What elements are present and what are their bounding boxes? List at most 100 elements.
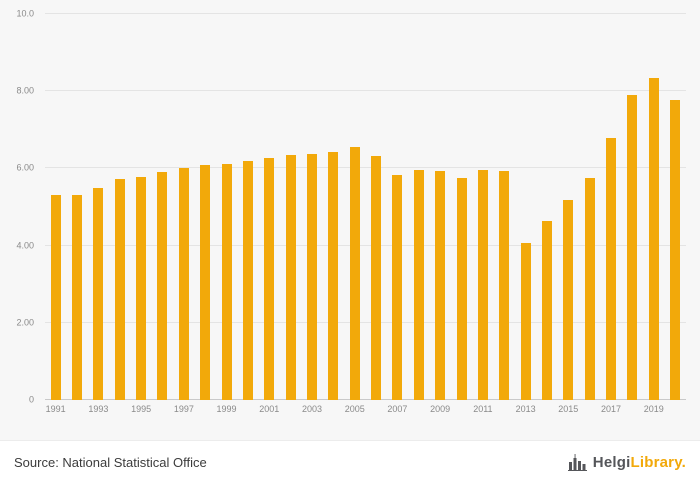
bar-2006[interactable] xyxy=(371,156,382,400)
bar-slot xyxy=(622,14,643,400)
x-tick-label xyxy=(109,404,130,414)
bar-slot xyxy=(451,14,472,400)
bar-2004[interactable] xyxy=(328,151,339,400)
bar-slot xyxy=(88,14,109,400)
bar-2010[interactable] xyxy=(456,178,467,400)
y-tick-label: 10.0 xyxy=(16,8,34,19)
bar-2013[interactable] xyxy=(520,242,531,400)
x-tick-label xyxy=(323,404,344,414)
bar-1996[interactable] xyxy=(157,172,168,400)
bar-slot xyxy=(323,14,344,400)
bar-1992[interactable] xyxy=(72,195,83,400)
y-tick-label: 4.00 xyxy=(16,240,34,251)
gridline-6 xyxy=(45,167,686,169)
gridline-0 xyxy=(45,399,686,400)
source-note: Source: National Statistical Office xyxy=(14,454,207,470)
x-tick-label: 2011 xyxy=(473,404,493,414)
x-tick-label xyxy=(152,404,173,414)
bar-1994[interactable] xyxy=(114,178,125,400)
bar-2011[interactable] xyxy=(477,169,488,400)
bar-2008[interactable] xyxy=(413,169,424,400)
y-axis-labels: 0 2.00 4.00 6.00 8.00 10.0 xyxy=(0,9,40,404)
bar-2018[interactable] xyxy=(627,95,638,400)
x-tick-label xyxy=(237,404,258,414)
bar-2001[interactable] xyxy=(264,157,275,400)
bar-slot xyxy=(109,14,130,400)
x-tick-label: 1997 xyxy=(173,404,194,414)
bar-slot xyxy=(600,14,621,400)
x-tick-label: 2001 xyxy=(259,404,280,414)
bar-slot xyxy=(195,14,216,400)
x-tick-label: 2009 xyxy=(430,404,451,414)
bar-2003[interactable] xyxy=(306,153,317,400)
x-tick-label: 2017 xyxy=(601,404,622,414)
footer: Source: National Statistical Office Helg… xyxy=(0,440,700,483)
x-tick-label xyxy=(195,404,216,414)
helgi-library-logo[interactable]: HelgiLibrary. xyxy=(567,453,686,471)
bar-slot xyxy=(365,14,386,400)
bar-slot xyxy=(216,14,237,400)
x-tick-label: 2007 xyxy=(387,404,408,414)
bar-2017[interactable] xyxy=(606,137,617,400)
bar-1995[interactable] xyxy=(136,177,147,400)
bar-2005[interactable] xyxy=(349,147,360,400)
bar-slot xyxy=(558,14,579,400)
bar-slot xyxy=(472,14,493,400)
x-tick-label xyxy=(280,404,301,414)
x-axis-labels: 1991 1993 1995 1997 1999 2001 2003 2005 2007 2009… xyxy=(45,404,686,414)
x-tick-label: 1993 xyxy=(88,404,109,414)
bar-slot xyxy=(664,14,685,400)
bar-slot xyxy=(301,14,322,400)
x-tick-label xyxy=(66,404,87,414)
bar-slot xyxy=(536,14,557,400)
bar-2016[interactable] xyxy=(584,178,595,400)
bar-1998[interactable] xyxy=(200,165,211,400)
bar-slot xyxy=(45,14,66,400)
bar-2002[interactable] xyxy=(285,154,296,400)
y-tick-label: 8.00 xyxy=(16,85,34,96)
bar-1997[interactable] xyxy=(178,168,189,400)
logo-text: HelgiLibrary. xyxy=(593,454,686,471)
bar-2019[interactable] xyxy=(648,77,659,400)
bar-slot xyxy=(152,14,173,400)
y-tick-label: 6.00 xyxy=(16,162,34,173)
bar-slot xyxy=(173,14,194,400)
x-tick-label: 2013 xyxy=(515,404,536,414)
x-tick-label: 2019 xyxy=(643,404,664,414)
x-tick-label xyxy=(451,404,472,414)
x-tick-label xyxy=(365,404,386,414)
bar-2014[interactable] xyxy=(541,220,552,400)
x-tick-label: 2015 xyxy=(558,404,579,414)
bar-slot xyxy=(130,14,151,400)
bar-2020[interactable] xyxy=(670,99,681,400)
bar-slot xyxy=(643,14,664,400)
x-tick-label xyxy=(494,404,515,414)
logo-text-library: Library xyxy=(630,453,682,471)
bar-1999[interactable] xyxy=(221,163,232,400)
bar-2009[interactable] xyxy=(435,171,446,400)
bar-series xyxy=(45,14,686,400)
bar-1991[interactable] xyxy=(50,195,61,400)
x-tick-label xyxy=(664,404,685,414)
gridline-10 xyxy=(45,13,686,14)
gridline-2 xyxy=(45,321,686,323)
bar-2000[interactable] xyxy=(242,160,253,400)
bar-slot xyxy=(515,14,536,400)
bar-1993[interactable] xyxy=(93,187,104,400)
y-tick-label: 2.00 xyxy=(16,317,34,328)
x-tick-label: 2003 xyxy=(301,404,322,414)
bar-slot xyxy=(66,14,87,400)
x-tick-label xyxy=(622,404,643,414)
logo-text-helgi: Helgi xyxy=(592,453,631,471)
x-tick-label: 2005 xyxy=(344,404,365,414)
bar-2012[interactable] xyxy=(499,171,510,400)
gridline-4 xyxy=(45,244,686,246)
x-tick-label: 1995 xyxy=(131,404,152,414)
bar-slot xyxy=(408,14,429,400)
x-tick-label: 1999 xyxy=(216,404,237,414)
bar-2007[interactable] xyxy=(392,175,403,400)
bar-slot xyxy=(579,14,600,400)
plot-area xyxy=(45,13,686,400)
bar-2015[interactable] xyxy=(563,200,574,400)
